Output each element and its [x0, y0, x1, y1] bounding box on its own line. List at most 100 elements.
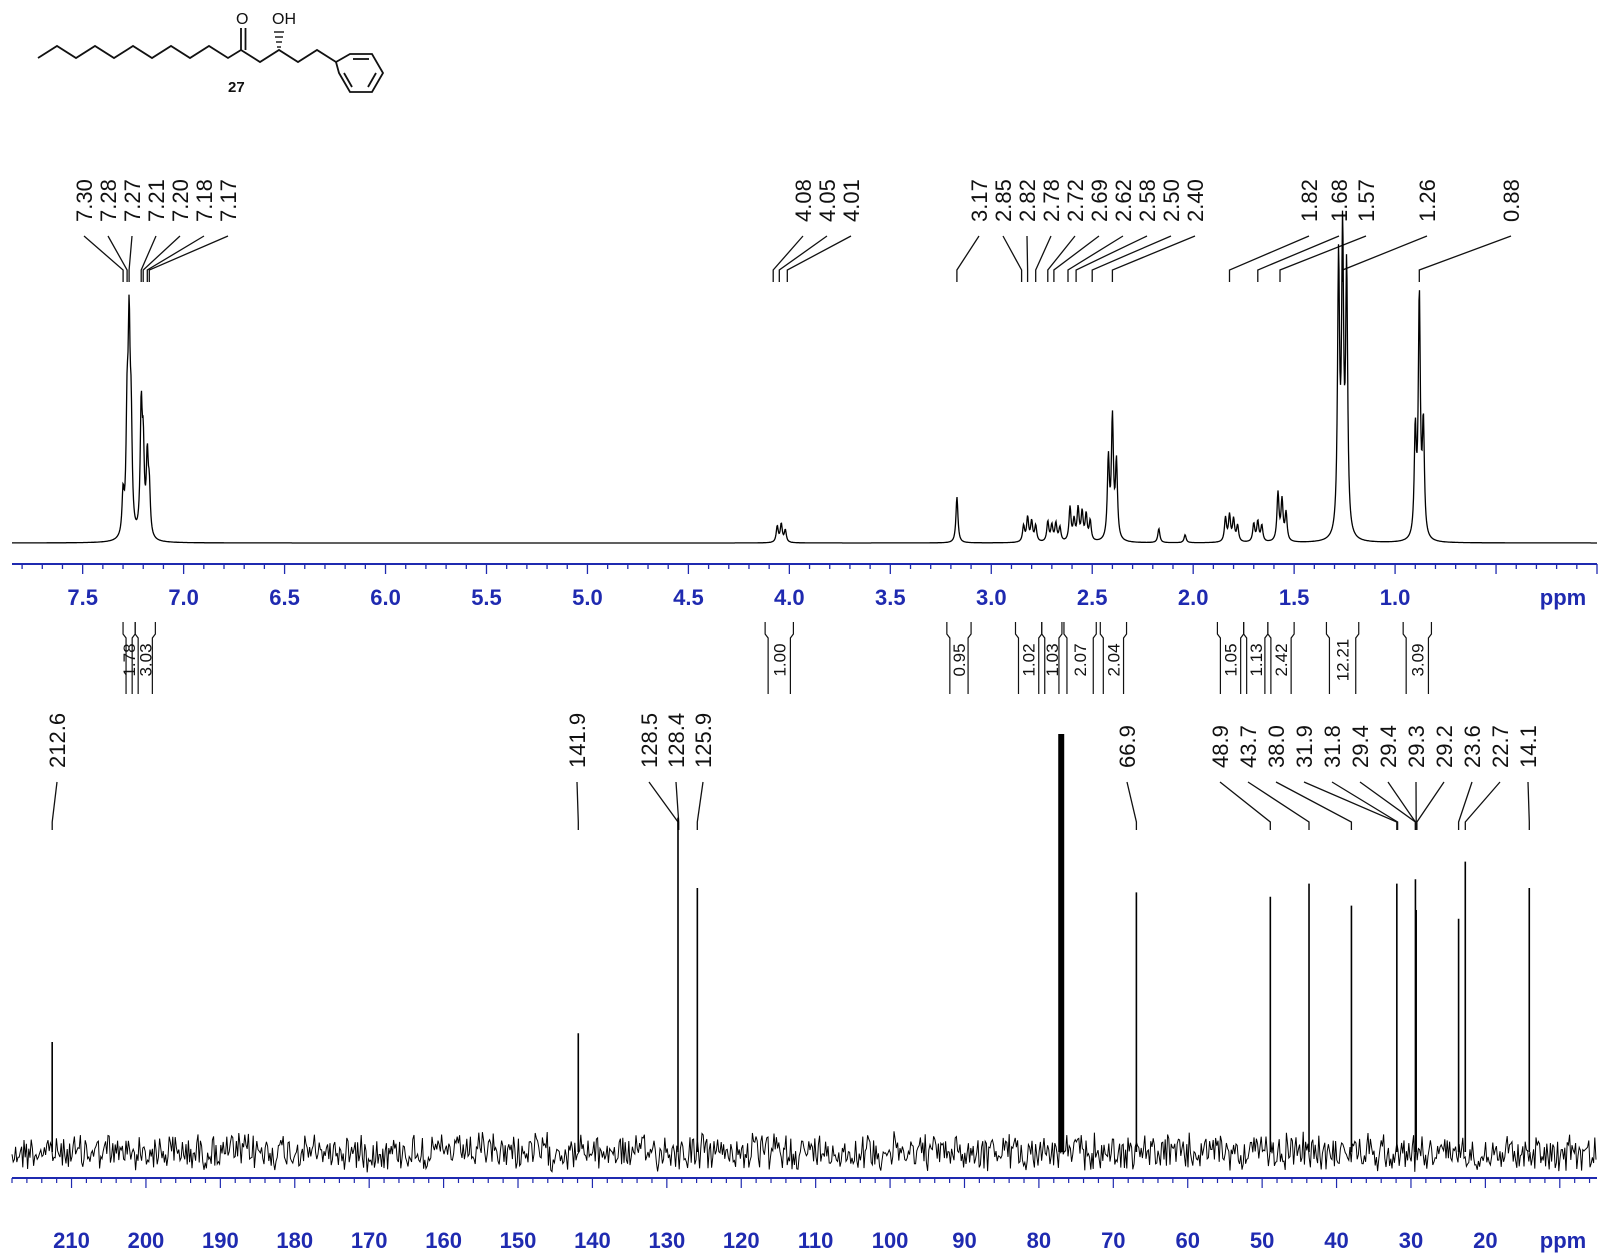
- proton-label-leader: [1002, 235, 1023, 282]
- integral-bracket: [764, 622, 794, 694]
- proton-label-leader: [778, 235, 828, 282]
- proton-tick-label: 7.5: [67, 585, 98, 610]
- carbon-tick-label: 100: [872, 1228, 909, 1253]
- carbon-tick-label: 130: [648, 1228, 685, 1253]
- carbon-peak-label: 29.4: [1348, 725, 1373, 768]
- proton-tick-label: 4.5: [673, 585, 704, 610]
- carbon-peak-label: 125.9: [691, 713, 716, 768]
- carbon-tick-label: 50: [1250, 1228, 1274, 1253]
- proton-ppm-axis: 7.5 7.0 6.5 6.0 5.5 5.0 4.5 4.0 3.5 3.0 2.5 2.0 1.5 1…: [12, 563, 1598, 610]
- carbon-peak-label: 14.1: [1516, 725, 1541, 768]
- proton-peak-label: 0.88: [1499, 179, 1524, 222]
- proton-tick-label: 2.0: [1178, 585, 1209, 610]
- proton-label-leader: [1053, 235, 1100, 282]
- proton-integral: 0.95: [946, 622, 972, 694]
- carbon-axis-unit: ppm: [1540, 1228, 1586, 1253]
- proton-label-leader: [1228, 235, 1310, 282]
- carbon-peak-label: 29.2: [1432, 725, 1457, 768]
- carbon-label-leader: [1331, 781, 1399, 830]
- integral-bracket: [1063, 622, 1097, 694]
- integral-value: 2.42: [1272, 643, 1291, 676]
- proton-integral: 1.03: [1041, 622, 1063, 694]
- proton-tick-label: 7.0: [168, 585, 199, 610]
- proton-label-leader: [107, 235, 128, 282]
- integral-value: 1.05: [1222, 643, 1241, 676]
- proton-label-leader: [83, 235, 124, 282]
- integral-bracket: [1099, 622, 1128, 694]
- integral-bracket: [1041, 622, 1063, 694]
- carbon-label-leader: [1457, 781, 1473, 830]
- carbon-peaks: [51, 734, 1531, 1152]
- proton-label-leader: [1075, 235, 1148, 282]
- carbon-tick-label: 180: [276, 1228, 313, 1253]
- integral-value: 1.02: [1020, 643, 1039, 676]
- integral-value: 2.04: [1104, 643, 1123, 676]
- carbon-tick-label: 120: [723, 1228, 760, 1253]
- proton-label-leaders: [83, 235, 1512, 282]
- carbon-peak-label: 23.6: [1460, 725, 1485, 768]
- integral-value: 2.07: [1071, 643, 1090, 676]
- carbon-tick-label: 90: [952, 1228, 976, 1253]
- proton-nmr-panel: 7.30 7.28 7.27 7.21 7.20 7.18 7.17 4.08 4.05 4.01…: [12, 179, 1598, 694]
- carbon-label-leader: [648, 781, 679, 830]
- carbon-label-leader: [1303, 781, 1398, 830]
- proton-label-leader: [1341, 235, 1428, 282]
- integral-value: 1.78: [120, 643, 139, 676]
- carbon-peak-labels: 212.6 141.9 128.5 128.4 125.9 66.9 48.9 43.7 38.…: [45, 713, 1541, 768]
- proton-tick-label: 6.5: [269, 585, 300, 610]
- proton-peak-label: 2.78: [1039, 179, 1064, 222]
- integral-value: 1.03: [1043, 643, 1062, 676]
- carbon-peak-label: 22.7: [1488, 725, 1513, 768]
- structure-bonds: [37, 28, 385, 93]
- carbon-peak-label: 29.4: [1376, 725, 1401, 768]
- proton-tick-label: 6.0: [370, 585, 401, 610]
- proton-integral: 1.02: [1014, 622, 1043, 694]
- proton-label-leader: [786, 235, 852, 282]
- proton-peak-label: 1.68: [1327, 179, 1352, 222]
- carbon-label-leader: [1275, 781, 1353, 830]
- proton-peak-label: 2.85: [991, 179, 1016, 222]
- hydroxyl-label: OH: [272, 11, 296, 28]
- proton-spectrum-trace: [12, 210, 1597, 544]
- proton-peak-label: 4.05: [815, 179, 840, 222]
- proton-label-leader: [1067, 235, 1124, 282]
- proton-label-leader: [142, 235, 181, 282]
- proton-tick-label: 1.0: [1380, 585, 1411, 610]
- integral-bracket: [134, 622, 156, 694]
- proton-label-leader: [1026, 235, 1029, 282]
- proton-label-leader: [1418, 235, 1512, 282]
- proton-integrals: 1.783.03 1.00 0.95 1.02 1.03 2.07 2.04 1.05 1.13…: [120, 622, 1433, 694]
- proton-peak-label: 7.21: [144, 179, 169, 222]
- proton-peak-label: 1.26: [1415, 179, 1440, 222]
- proton-label-leader: [1091, 235, 1172, 282]
- carbon-nmr-panel: 212.6 141.9 128.5 128.4 125.9 66.9 48.9 43.7 38.…: [11, 713, 1597, 1253]
- carbon-tick-label: 150: [500, 1228, 537, 1253]
- carbon-tick-label: 20: [1473, 1228, 1497, 1253]
- carbon-label-leader: [1247, 781, 1310, 830]
- proton-peak-label: 7.20: [168, 179, 193, 222]
- proton-label-leader: [140, 235, 157, 282]
- proton-peak-label: 2.69: [1087, 179, 1112, 222]
- carbon-label-leaders: [51, 781, 1530, 830]
- carbon-label-leader: [1126, 781, 1138, 830]
- carbonyl-oxygen-label: O: [236, 11, 248, 28]
- proton-integral: 3.03: [134, 622, 156, 694]
- proton-tick-label: 4.0: [774, 585, 805, 610]
- proton-tick-label: 3.0: [976, 585, 1007, 610]
- proton-peak-label: 2.58: [1135, 179, 1160, 222]
- proton-label-leader: [1257, 235, 1340, 282]
- carbon-tick-label: 80: [1027, 1228, 1051, 1253]
- carbon-peak-label: 141.9: [565, 713, 590, 768]
- integral-value: 0.95: [950, 643, 969, 676]
- carbon-tick-label: 110: [798, 1228, 834, 1253]
- stereo-hash-bond: [274, 31, 284, 48]
- proton-peak-label: 2.82: [1015, 179, 1040, 222]
- carbon-label-leader: [696, 781, 704, 830]
- proton-axis-unit: ppm: [1540, 585, 1586, 610]
- proton-label-leader: [772, 235, 804, 282]
- proton-tick-label: 2.5: [1077, 585, 1108, 610]
- proton-peak-label: 7.18: [192, 179, 217, 222]
- carbon-tick-label: 140: [574, 1228, 611, 1253]
- proton-label-leader: [146, 235, 205, 282]
